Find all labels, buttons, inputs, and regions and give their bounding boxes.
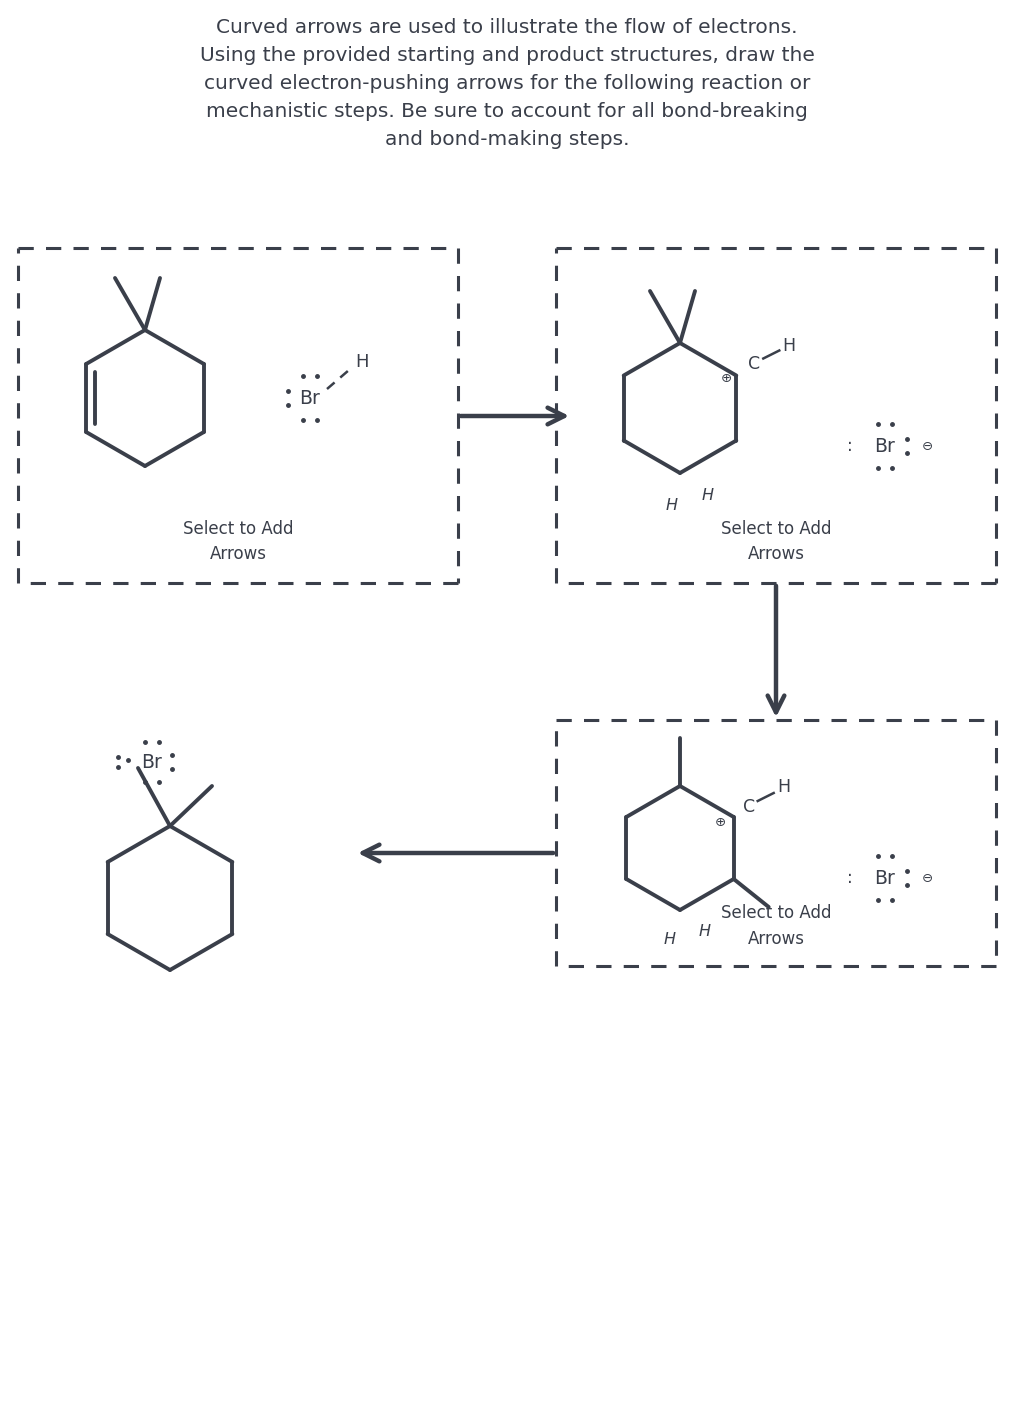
Text: H: H <box>783 337 796 354</box>
Text: Curved arrows are used to illustrate the flow of electrons.
Using the provided s: Curved arrows are used to illustrate the… <box>200 19 814 149</box>
Text: C: C <box>748 354 760 373</box>
Text: H: H <box>664 932 676 948</box>
Text: H: H <box>666 497 678 513</box>
Text: H: H <box>702 487 714 503</box>
Text: :: : <box>847 870 853 887</box>
Text: Br: Br <box>299 388 320 407</box>
Text: H: H <box>699 924 711 940</box>
Text: Br: Br <box>874 437 895 456</box>
Text: Select to Add
Arrows: Select to Add Arrows <box>183 520 293 563</box>
Text: C: C <box>742 798 754 815</box>
Text: Select to Add
Arrows: Select to Add Arrows <box>721 904 831 948</box>
Text: H: H <box>777 778 790 795</box>
Text: ⊖: ⊖ <box>922 440 933 453</box>
Text: Br: Br <box>142 753 162 771</box>
Text: ⊕: ⊕ <box>715 815 726 828</box>
Text: H: H <box>355 353 368 371</box>
Text: Br: Br <box>874 868 895 887</box>
Text: Select to Add
Arrows: Select to Add Arrows <box>721 520 831 563</box>
Text: ⊕: ⊕ <box>721 373 732 386</box>
Text: ⊖: ⊖ <box>922 871 933 884</box>
Text: :: : <box>847 437 853 456</box>
